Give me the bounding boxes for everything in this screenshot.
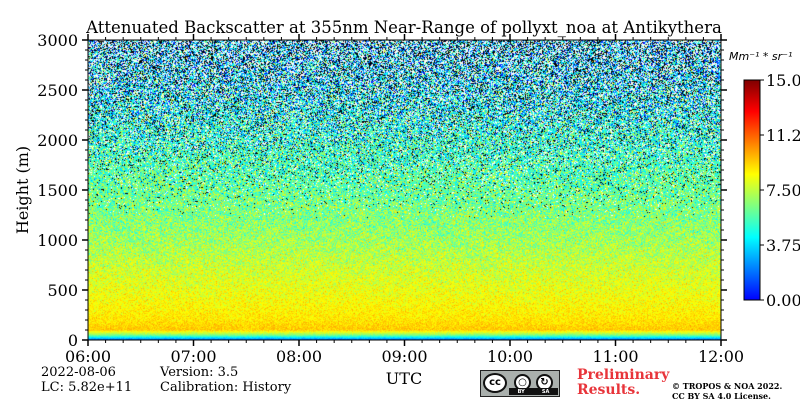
preliminary-line-2: Results. (577, 382, 641, 398)
x-axis-label: UTC (386, 369, 422, 388)
meta-date: 2022-08-06 (41, 365, 116, 380)
chart-title: Attenuated Backscatter at 355nm Near-Ran… (85, 18, 722, 37)
colorbar-tick-label: 0.00 (766, 291, 800, 310)
meta-calibration: Calibration: History (160, 380, 292, 395)
copyright-note: © TROPOS & NOA 2022. CC BY SA 4.0 Licens… (672, 381, 782, 401)
y-tick-label: 0 (68, 331, 78, 350)
y-axis-label: Height (m) (13, 146, 32, 234)
cc-license-badge: cc ○ ↻ BY SA (480, 370, 560, 397)
heatmap-plot (88, 40, 721, 340)
x-tick-label: 10:00 (487, 347, 533, 366)
y-tick-label: 1000 (37, 231, 78, 250)
x-tick-label: 06:00 (65, 347, 111, 366)
copyright-line-1: © TROPOS & NOA 2022. (672, 381, 783, 391)
x-axis: 06:00 07:00 08:00 09:00 10:00 11:00 12:00 (65, 34, 744, 366)
colorbar: Mm⁻¹ * sr⁻¹ 0.00 3.75 7.50 11.25 15.00 (729, 50, 800, 310)
preliminary-line-1: Preliminary (577, 367, 670, 383)
x-tick-label: 11:00 (592, 347, 638, 366)
x-tick-label: 12:00 (698, 347, 744, 366)
copyright-line-2: CC BY SA 4.0 License. (672, 391, 771, 401)
y-axis: 0 500 1000 1500 2000 2500 3000 (37, 31, 727, 350)
x-tick-label: 07:00 (170, 347, 216, 366)
colorbar-tick-label: 7.50 (766, 181, 800, 200)
meta-lc: LC: 5.82e+11 (41, 380, 133, 395)
license-sa-label: SA (541, 388, 550, 395)
license-strip: BY SA (509, 388, 558, 395)
colorbar-tick-label: 11.25 (766, 126, 800, 145)
meta-version: Version: 3.5 (160, 365, 239, 380)
cc-icon: cc (483, 373, 507, 393)
colorbar-ticks: 0.00 3.75 7.50 11.25 15.00 (760, 71, 800, 310)
colorbar-tick-label: 3.75 (766, 236, 800, 255)
y-tick-label: 1500 (37, 181, 78, 200)
colorbar-unit: Mm⁻¹ * sr⁻¹ (729, 50, 792, 63)
heatmap-raster (88, 40, 721, 340)
y-tick-label: 2000 (37, 131, 78, 150)
colorbar-gradient (743, 79, 761, 301)
license-by-label: BY (517, 388, 525, 395)
colorbar-tick-label: 15.00 (766, 71, 800, 90)
y-tick-label: 500 (47, 281, 78, 300)
preliminary-note: Preliminary Results. (577, 368, 669, 398)
x-tick-label: 08:00 (276, 347, 322, 366)
y-tick-label: 3000 (37, 31, 78, 50)
y-tick-label: 2500 (37, 81, 78, 100)
x-tick-label: 09:00 (381, 347, 427, 366)
